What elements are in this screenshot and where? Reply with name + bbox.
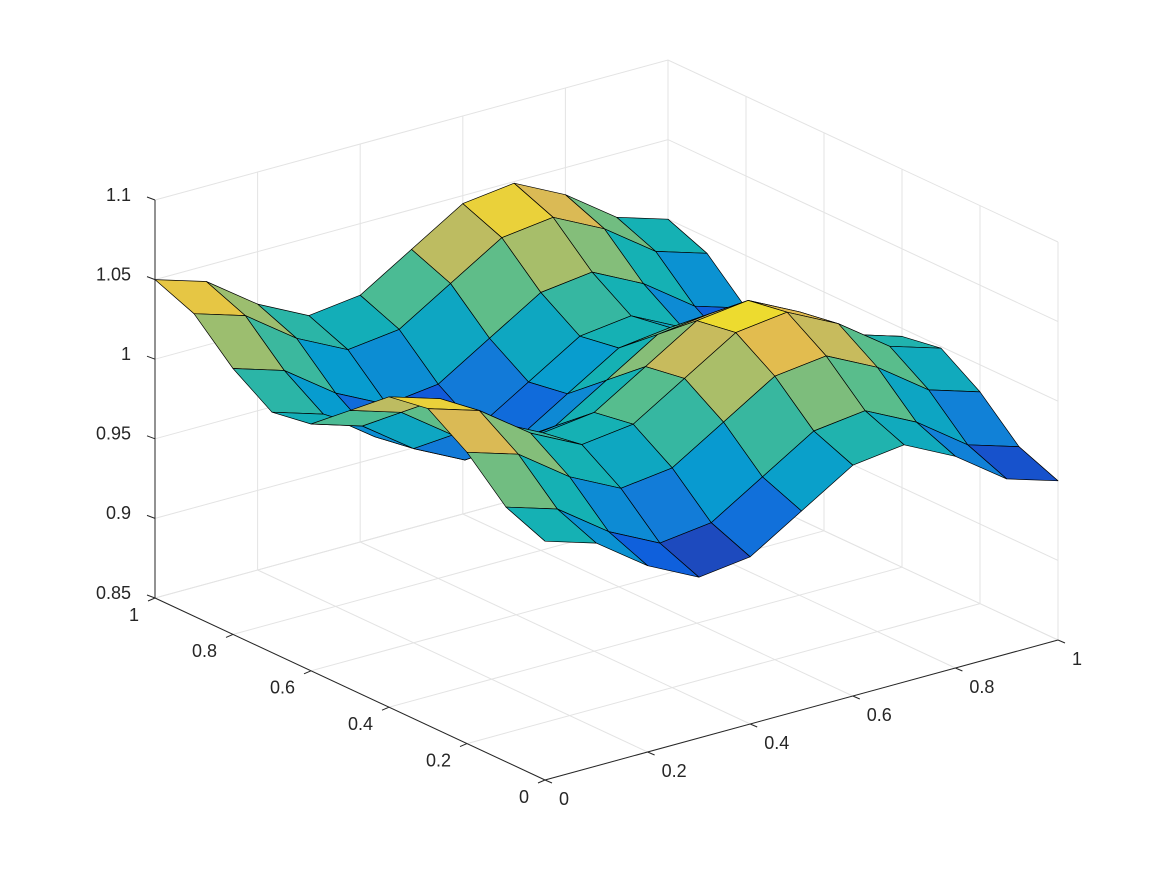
tick-mark (750, 723, 758, 728)
y-tick-label: 0.4 (348, 714, 373, 734)
tick-mark (303, 670, 312, 675)
tick-mark (146, 514, 156, 519)
grid-line (257, 569, 648, 753)
z-tick-label: 1.1 (106, 185, 131, 205)
z-tick-label: 0.85 (96, 583, 131, 603)
grid-line (154, 139, 1059, 323)
y-tick-label: 0.6 (270, 678, 295, 698)
tick-mark (146, 196, 156, 201)
grid-line (154, 59, 1059, 243)
z-tick-label: 0.95 (96, 424, 131, 444)
tick-mark (852, 695, 860, 700)
tick-mark (544, 779, 553, 784)
axis-line (154, 597, 546, 781)
tick-mark (146, 276, 156, 281)
x-tick-label: 0 (559, 789, 569, 809)
x-tick-label: 0.8 (969, 677, 994, 697)
grid-line (359, 541, 751, 725)
x-tick-label: 0.2 (662, 761, 687, 781)
tick-mark (225, 633, 234, 638)
tick-mark (1057, 639, 1066, 644)
grid-line (388, 566, 903, 708)
y-tick-label: 1 (129, 605, 139, 625)
tick-mark (147, 597, 156, 602)
grid-line (462, 513, 854, 697)
x-tick-label: 0.6 (867, 705, 892, 725)
tick-mark (459, 743, 468, 748)
surface-patch (505, 506, 597, 544)
tick-mark (381, 706, 390, 711)
z-tick-label: 1 (121, 344, 131, 364)
z-tick-label: 0.9 (106, 503, 131, 523)
tick-mark (955, 667, 963, 672)
y-tick-label: 0.8 (192, 641, 217, 661)
tick-mark (647, 751, 655, 756)
z-tick-label: 1.05 (96, 264, 131, 284)
axis-line (544, 639, 1059, 781)
x-tick-label: 0.4 (764, 733, 789, 753)
tick-mark (146, 594, 156, 599)
x-tick-label: 1 (1072, 649, 1082, 669)
grid-line (466, 603, 981, 745)
tick-mark (146, 355, 156, 360)
tick-mark (146, 435, 156, 440)
y-tick-label: 0.2 (426, 750, 451, 770)
tick-mark (537, 779, 546, 784)
y-tick-label: 0 (519, 787, 529, 807)
